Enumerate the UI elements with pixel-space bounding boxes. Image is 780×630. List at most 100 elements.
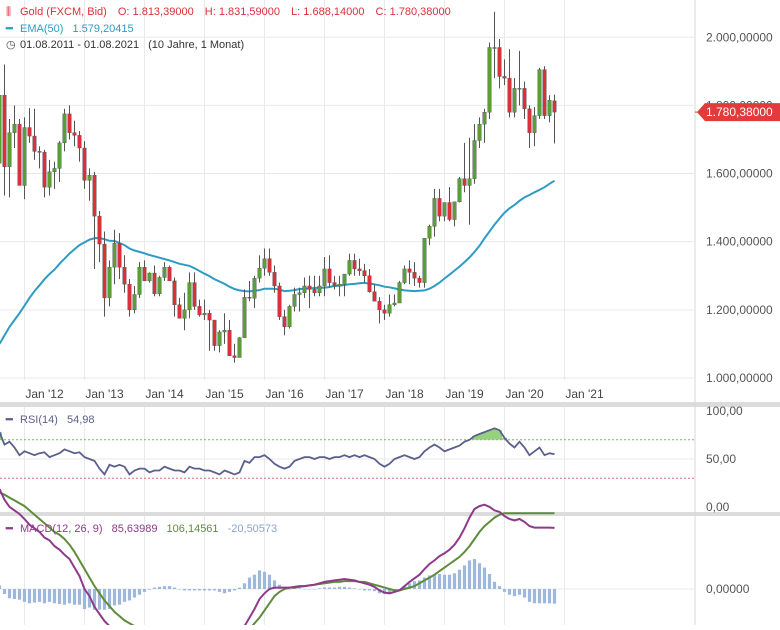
candle-body xyxy=(52,168,57,173)
signal-value: 106,14561 xyxy=(166,523,219,535)
macd-histogram-bar xyxy=(437,574,442,589)
candle-body xyxy=(167,267,172,282)
candle-body xyxy=(57,142,62,169)
macd-histogram-bar xyxy=(457,569,462,589)
candle-body xyxy=(322,268,327,287)
candle-body xyxy=(342,273,347,285)
y-tick-label: 1.600,00000 xyxy=(706,167,773,181)
line-icon: ━ xyxy=(6,523,13,535)
macd-histogram-bar xyxy=(447,574,452,589)
candle-body xyxy=(257,268,262,279)
macd-histogram-bar xyxy=(352,588,357,589)
macd-histogram-bar xyxy=(382,589,387,594)
candle-body xyxy=(2,94,7,167)
candle-body xyxy=(42,151,47,188)
macd-histogram-bar xyxy=(322,587,327,589)
macd-histogram-bar xyxy=(32,589,37,603)
y-tick-label: 1.000,00000 xyxy=(706,371,773,385)
candle-body xyxy=(7,132,12,167)
macd-histogram-bar xyxy=(552,589,557,604)
candle-body xyxy=(462,178,467,186)
candle-body xyxy=(327,268,332,283)
period-note: (10 Jahre, 1 Monat) xyxy=(148,39,245,51)
candle-body xyxy=(82,147,87,181)
candle-body xyxy=(537,69,542,116)
candle-body xyxy=(212,319,217,346)
candle-body xyxy=(142,267,147,282)
rsi-value: 54,98 xyxy=(66,414,95,426)
candle-body xyxy=(532,115,537,133)
macd-histogram-bar xyxy=(152,587,157,589)
candle-body xyxy=(357,268,362,271)
macd-signal-line xyxy=(0,491,555,630)
rsi-legend: ━ RSI(14) 54,98 xyxy=(6,413,95,427)
candle-body xyxy=(432,198,437,227)
candle-body xyxy=(62,113,67,144)
macd-histogram-bar xyxy=(107,589,112,609)
macd-value: 85,63989 xyxy=(111,523,158,535)
candle-body xyxy=(147,272,152,282)
candle-body xyxy=(107,267,112,299)
macd-histogram-bar xyxy=(362,589,367,591)
candle-body xyxy=(192,282,197,307)
candle-body xyxy=(267,258,272,273)
macd-histogram-bar xyxy=(422,577,427,589)
candle-body xyxy=(32,135,37,152)
candle-body xyxy=(202,313,207,316)
macd-histogram-bar xyxy=(212,589,217,591)
candle-body xyxy=(312,289,317,293)
candle-body xyxy=(127,284,132,311)
candle-body xyxy=(407,268,412,273)
candle-body xyxy=(472,140,477,179)
x-tick-label: Jan '14 xyxy=(145,387,184,401)
ema-line xyxy=(0,179,556,345)
candle-body xyxy=(252,277,257,299)
candlestick-series xyxy=(0,11,557,363)
clock-icon: ◷ xyxy=(6,39,16,51)
period-legend[interactable]: ◷ 01.08.2011 - 01.08.2021 (10 Jahre, 1 Mo… xyxy=(6,38,244,52)
x-tick-label: Jan '17 xyxy=(325,387,364,401)
macd-histogram-bar xyxy=(17,589,22,600)
candle-body xyxy=(187,282,192,311)
macd-histogram-bar xyxy=(542,589,547,604)
candle-body xyxy=(227,330,232,357)
macd-histogram-bar xyxy=(267,574,272,589)
candle-body xyxy=(367,275,372,292)
candle-body xyxy=(282,316,287,328)
macd-histogram-bar xyxy=(417,580,422,589)
macd-histogram-bar xyxy=(247,577,252,589)
candle-body xyxy=(307,285,312,290)
macd-histogram-bar xyxy=(517,589,522,595)
macd-histogram-bar xyxy=(357,589,362,590)
macd-histogram-bar xyxy=(252,574,257,589)
rsi-line xyxy=(0,427,555,476)
candle-body xyxy=(122,267,127,285)
macd-histogram-bar xyxy=(427,575,432,589)
macd-histogram-bar xyxy=(67,589,72,604)
macd-histogram-bar xyxy=(502,589,507,592)
macd-histogram-bar xyxy=(97,589,102,610)
macd-histogram-bar xyxy=(12,589,17,599)
candle-body xyxy=(152,272,157,295)
macd-histogram-bar xyxy=(237,587,242,589)
candle-body xyxy=(37,151,42,153)
macd-histogram-bar xyxy=(452,573,457,589)
macd-histogram-bar xyxy=(117,589,122,605)
macd-tick-label: 0,00000 xyxy=(706,582,750,596)
macd-histogram-bar xyxy=(537,589,542,604)
macd-histogram-bar xyxy=(112,589,117,606)
macd-histogram-bar xyxy=(492,581,497,589)
macd-histogram-bar xyxy=(402,586,407,589)
candle-body xyxy=(72,132,77,136)
instrument-name: Gold (FXCM, Bid) xyxy=(20,6,107,18)
candle-body xyxy=(352,260,357,270)
rsi-overbought-fill xyxy=(0,428,507,440)
candle-body xyxy=(217,331,222,346)
y-tick-label: 2.000,00000 xyxy=(706,30,773,44)
x-tick-label: Jan '18 xyxy=(385,387,424,401)
candle-body xyxy=(382,309,387,314)
candle-body xyxy=(547,100,552,116)
line-icon: ━ xyxy=(6,23,13,35)
macd-histogram-bar xyxy=(52,589,57,604)
